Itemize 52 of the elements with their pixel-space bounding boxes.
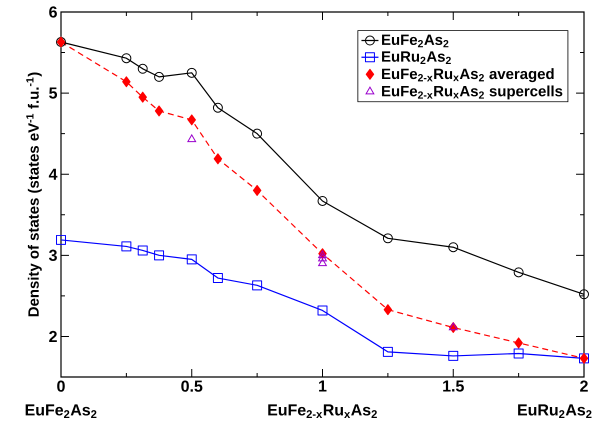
point — [514, 267, 524, 278]
point — [154, 250, 164, 260]
point — [252, 280, 262, 290]
point — [212, 102, 223, 113]
text: EuFe$_{2-x}$Ru$_{x}$As$_{2}$ — [268, 404, 377, 418]
y-axis-title: Density of states (states eV$^{-1}$ f.u.$^{-1}$) — [26, 72, 42, 316]
point — [188, 114, 196, 126]
point — [252, 128, 262, 139]
y-tick-label: 2 — [49, 330, 57, 342]
point — [448, 350, 458, 361]
point — [138, 64, 148, 74]
point — [186, 254, 197, 264]
x-tick-label: 0.5 — [181, 380, 202, 392]
point — [448, 242, 458, 252]
point — [514, 348, 524, 358]
point — [384, 304, 392, 316]
legend-label: EuFe$_{2-x}$Ru$_{x}$As$_{2}$ averaged — [382, 68, 554, 82]
point — [122, 76, 131, 88]
x-tick-label: 1 — [319, 380, 326, 392]
point — [138, 92, 147, 103]
text: EuRu$_{2}$As$_{2}$ — [518, 404, 592, 418]
point — [318, 258, 327, 266]
point — [121, 241, 132, 252]
point — [154, 72, 164, 82]
point — [212, 273, 223, 284]
y-tick-label: 3 — [48, 250, 57, 261]
point — [138, 245, 148, 256]
legend-label: EuFe$_{2}$As$_{2}$ — [382, 34, 448, 48]
point — [214, 153, 222, 164]
y-tick-label: 5 — [49, 88, 58, 99]
point — [318, 196, 328, 206]
point — [187, 134, 196, 142]
point — [252, 184, 262, 196]
legend-label: EuFe$_{2-x}$Ru$_{x}$As$_{2}$ supercells — [382, 85, 562, 100]
text: EuFe$_{2}$As$_{2}$ — [26, 404, 96, 418]
y-tick-label: 6 — [49, 6, 57, 18]
point — [448, 322, 458, 330]
point — [318, 254, 327, 262]
x-tick-label: 0 — [57, 380, 65, 392]
point — [579, 289, 589, 300]
legend-label: EuRu$_{2}$As$_{2}$ — [382, 51, 451, 64]
x-tick-label: 2 — [580, 380, 588, 392]
point — [514, 337, 523, 348]
point — [56, 234, 66, 245]
y-tick-label: 4 — [48, 168, 58, 180]
point — [154, 105, 164, 116]
point — [382, 233, 393, 244]
point — [121, 53, 132, 64]
point — [186, 68, 197, 78]
x-tick-label: 1.5 — [443, 380, 464, 392]
point — [382, 346, 393, 357]
point — [318, 306, 328, 316]
